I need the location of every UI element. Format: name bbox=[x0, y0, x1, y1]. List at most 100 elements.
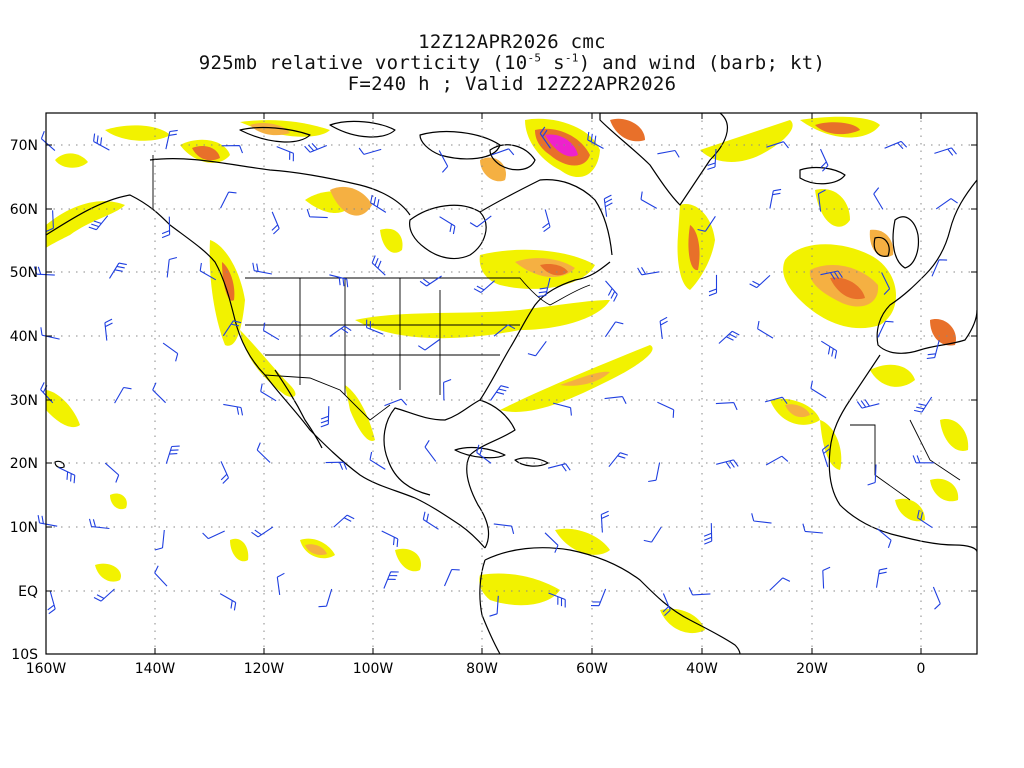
wind-barb bbox=[165, 445, 180, 464]
wind-barb bbox=[769, 577, 791, 591]
wind-barb bbox=[548, 592, 566, 608]
title-line-1: 12Z12APR2026 cmc bbox=[418, 31, 606, 53]
wind-barb bbox=[114, 386, 132, 404]
lat-label: 30N bbox=[10, 393, 38, 409]
wind-barb bbox=[764, 396, 788, 405]
lon-label: 160W bbox=[26, 661, 67, 677]
vorticity-patch bbox=[110, 493, 127, 510]
coastline bbox=[479, 179, 613, 256]
africa-borders bbox=[850, 419, 961, 501]
wind-barb bbox=[256, 442, 271, 463]
wind-barb bbox=[422, 511, 439, 530]
wind-barb bbox=[657, 401, 675, 418]
vorticity-patch bbox=[940, 419, 969, 451]
longitude-labels: 160W 140W 120W 100W 80W 60W 40W 20W 0 bbox=[26, 661, 926, 677]
wind-barb bbox=[765, 455, 789, 466]
wind-barb bbox=[45, 210, 54, 233]
lon-label: 80W bbox=[466, 661, 498, 677]
vorticity-patch bbox=[700, 120, 793, 162]
wind-barb bbox=[325, 461, 348, 470]
vorticity-patch bbox=[545, 134, 578, 157]
wind-barb bbox=[605, 280, 618, 302]
vorticity-patch bbox=[830, 277, 865, 300]
map-frame bbox=[45, 112, 978, 655]
wind-barb bbox=[306, 209, 328, 219]
wind-barb bbox=[104, 462, 120, 483]
wind-barb bbox=[715, 402, 738, 411]
wind-barb bbox=[370, 194, 387, 213]
wind-barb bbox=[47, 591, 56, 615]
vorticity-patch bbox=[785, 404, 810, 418]
vorticity-patch bbox=[192, 146, 220, 161]
vorticity-patch bbox=[380, 228, 403, 253]
wind-barb bbox=[810, 380, 827, 399]
wind-barb bbox=[932, 586, 941, 610]
wind-barb bbox=[697, 215, 716, 232]
wind-barb bbox=[252, 262, 273, 275]
vorticity-patch bbox=[555, 528, 610, 555]
wind-barb bbox=[366, 319, 384, 335]
vorticity-patch bbox=[345, 385, 375, 441]
wind-barb bbox=[260, 383, 277, 402]
border-us-canada bbox=[245, 277, 591, 306]
wind-barb bbox=[707, 148, 717, 170]
wind-barb bbox=[934, 147, 957, 156]
coastline bbox=[454, 446, 506, 459]
wind-barbs bbox=[33, 126, 958, 617]
wind-barb bbox=[371, 255, 386, 276]
title-exp-2: -1 bbox=[564, 51, 579, 65]
wind-barb bbox=[493, 324, 516, 337]
lat-label: 70N bbox=[10, 138, 38, 154]
wind-barb bbox=[166, 256, 178, 278]
lon-label: 60W bbox=[576, 661, 608, 677]
vorticity-shading bbox=[46, 116, 969, 634]
wind-barb bbox=[822, 566, 831, 589]
wind-barb bbox=[220, 461, 230, 484]
vorticity-patch bbox=[355, 300, 610, 339]
wind-barb bbox=[881, 272, 891, 295]
wind-barb bbox=[320, 406, 330, 428]
wind-barb bbox=[473, 280, 495, 293]
wind-barb bbox=[220, 191, 237, 209]
wind-barb bbox=[104, 318, 113, 341]
wind-barb bbox=[358, 147, 382, 155]
wind-barb bbox=[544, 532, 559, 553]
lat-label: 10N bbox=[10, 520, 38, 536]
coastline bbox=[876, 179, 977, 354]
wind-barb bbox=[58, 467, 76, 484]
wind-barb bbox=[40, 131, 56, 152]
vorticity-patch bbox=[610, 118, 645, 142]
vorticity-patch bbox=[95, 563, 121, 582]
vorticity-patch bbox=[46, 201, 125, 248]
wind-barb bbox=[931, 259, 948, 277]
vorticity-patch bbox=[660, 608, 705, 634]
vorticity-patch bbox=[55, 153, 88, 168]
wind-barb bbox=[489, 595, 499, 617]
wind-barb bbox=[821, 444, 831, 468]
coastline bbox=[46, 194, 486, 549]
wind-barb bbox=[817, 189, 826, 212]
vorticity-patch bbox=[222, 262, 235, 301]
lat-label: 50N bbox=[10, 265, 38, 281]
wind-barb bbox=[88, 518, 110, 530]
wind-barb bbox=[552, 402, 572, 416]
lat-label: 20N bbox=[10, 456, 38, 472]
wind-barb bbox=[590, 588, 607, 607]
wind-barb bbox=[443, 568, 460, 587]
wind-barb bbox=[154, 565, 168, 587]
vorticity-patch bbox=[560, 371, 610, 386]
wind-barb bbox=[802, 523, 823, 534]
title-line-2-pre: 925mb relative vorticity (10 bbox=[198, 52, 528, 74]
title-line-3: F=240 h ; Valid 12Z22APR2026 bbox=[347, 73, 677, 95]
wind-barb bbox=[369, 451, 386, 470]
wind-barb bbox=[469, 215, 492, 228]
wind-barb bbox=[443, 378, 452, 401]
lon-label: 40W bbox=[686, 661, 718, 677]
vorticity-patch bbox=[230, 538, 249, 562]
coastline bbox=[383, 399, 516, 549]
wind-barb bbox=[262, 322, 280, 341]
wind-barb bbox=[875, 567, 888, 588]
wind-barb bbox=[876, 528, 892, 548]
title-exp-1: -5 bbox=[527, 51, 542, 65]
coastline bbox=[599, 113, 728, 206]
